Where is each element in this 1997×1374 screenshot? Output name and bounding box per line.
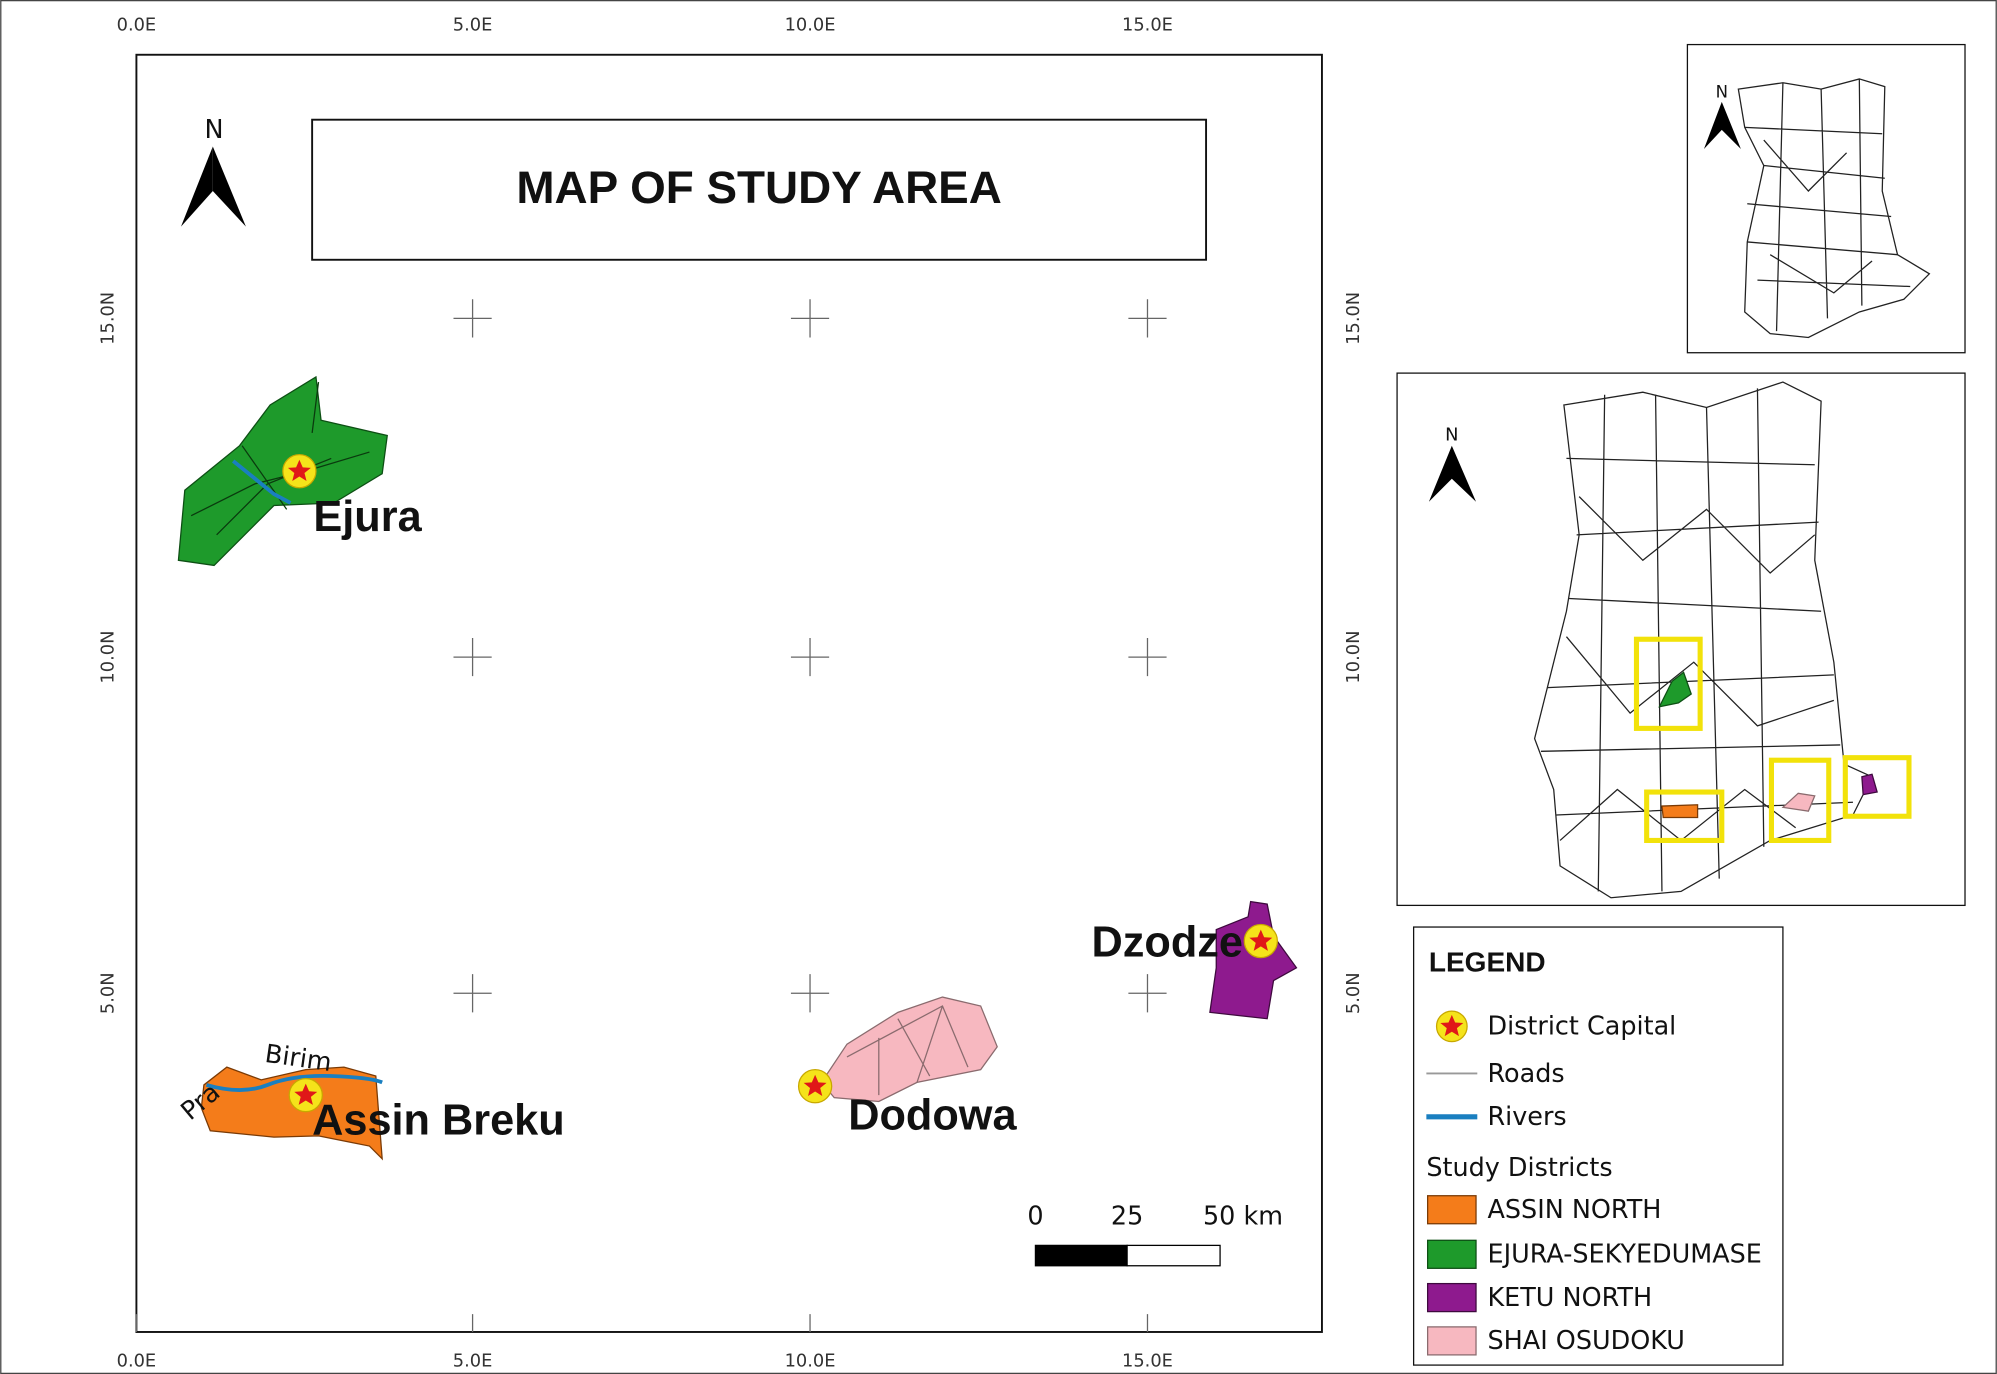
scale-label: 50 km xyxy=(1203,1201,1283,1231)
ejura-district: Ejura xyxy=(177,375,423,567)
inset-ghana: N xyxy=(1396,372,1966,907)
y-label: 15.0N xyxy=(1343,292,1364,345)
legend-subtitle: Study Districts xyxy=(1426,1153,1612,1183)
x-label: 15.0E xyxy=(1122,1350,1173,1371)
legend-title: LEGEND xyxy=(1429,946,1546,977)
north-label: N xyxy=(1716,82,1728,101)
scale-label: 25 xyxy=(1111,1201,1143,1231)
title-box xyxy=(311,118,1208,261)
place-label: Ejura xyxy=(313,493,422,541)
map-title: MAP OF STUDY AREA xyxy=(516,162,1002,213)
north-arrow: N xyxy=(180,115,246,227)
ketu-north-district: Dzodze xyxy=(1092,900,1298,1020)
x-label: 0.0E xyxy=(117,1350,157,1371)
x-label: 10.0E xyxy=(785,14,836,35)
legend-item: KETU NORTH xyxy=(1487,1283,1652,1313)
place-label: Dodowa xyxy=(848,1091,1017,1139)
graticule xyxy=(135,299,1167,1332)
shai-osudoku-district: Dodowa xyxy=(797,996,1017,1139)
y-label: 10.0N xyxy=(97,631,118,684)
x-label: 0.0E xyxy=(117,14,157,35)
place-label: Dzodze xyxy=(1092,918,1243,966)
north-label: N xyxy=(205,115,224,145)
legend-item: ASSIN NORTH xyxy=(1487,1195,1661,1225)
y-label: 15.0N xyxy=(97,292,118,345)
legend-item: SHAI OSUDOKU xyxy=(1487,1326,1684,1356)
x-label: 5.0E xyxy=(453,1350,493,1371)
assin-north-district: Birim Pra Assin Breku xyxy=(175,1039,565,1161)
y-label: 10.0N xyxy=(1343,631,1364,684)
axis-labels: 0.0E 5.0E 10.0E 15.0E 0.0E 5.0E 10.0E 15… xyxy=(97,14,1363,1371)
x-label: 5.0E xyxy=(453,14,493,35)
legend-item: District Capital xyxy=(1487,1012,1676,1042)
inset-overview: N xyxy=(1686,43,1966,354)
place-label: Assin Breku xyxy=(312,1097,565,1145)
legend: LEGEND District Capital Roads Rivers Stu… xyxy=(1412,926,1784,1366)
x-label: 10.0E xyxy=(785,1350,836,1371)
north-label: N xyxy=(1445,425,1458,446)
y-label: 5.0N xyxy=(97,972,118,1014)
scale-label: 0 xyxy=(1027,1201,1043,1231)
legend-item: EJURA-SEKYEDUMASE xyxy=(1487,1240,1761,1270)
legend-item: Rivers xyxy=(1487,1102,1566,1132)
scale-bar: 0 25 50 km xyxy=(1027,1201,1283,1267)
legend-item: Roads xyxy=(1487,1059,1564,1089)
y-label: 5.0N xyxy=(1343,972,1364,1014)
x-label: 15.0E xyxy=(1122,14,1173,35)
